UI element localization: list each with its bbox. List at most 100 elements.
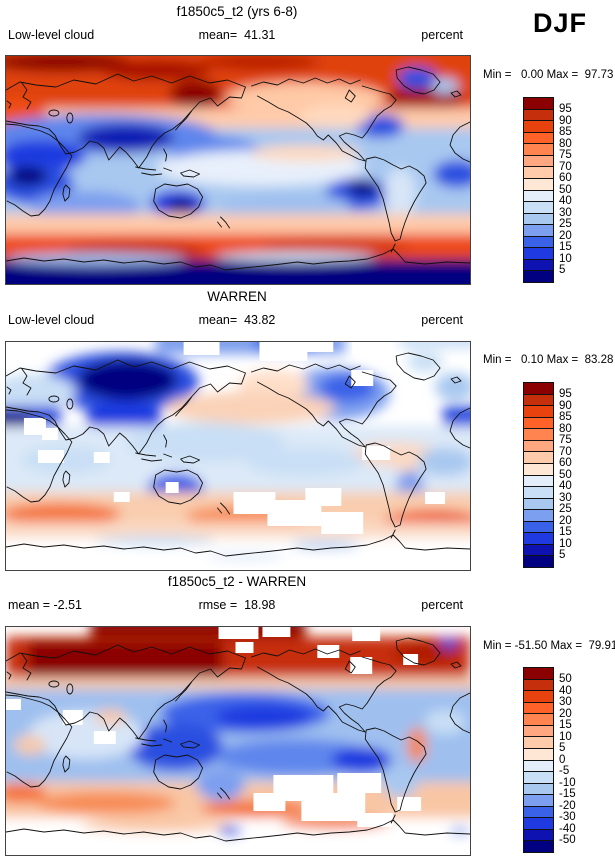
colorbar-cell: [524, 678, 553, 691]
missing-data-cells: [6, 627, 422, 827]
colorbar-tick-label: 75: [559, 149, 572, 161]
colorbar-cell: [524, 771, 553, 783]
colorbar-cell: [524, 828, 553, 841]
colorbar-tick-label: 5: [559, 264, 566, 276]
obs-map-figure: [5, 341, 471, 571]
colorbar-cell: [524, 555, 553, 567]
panel3-minmax: Min = -51.50 Max = 79.91: [483, 640, 615, 652]
colorbar-tick-label: 60: [559, 457, 572, 469]
colorbar-cell: [524, 782, 553, 795]
colorbar-tick-label: 30: [559, 491, 572, 504]
panel1-colorbar: 95 90 85 80 75 70 60 50 40 30 25 20 15 10 5: [523, 97, 572, 283]
colorbar-cell: [524, 668, 553, 679]
panel3-colorbar: 50 40 30 20 15 10 5 0 -5 -10 -15 -20 -30 -40 -50: [523, 667, 576, 853]
colorbar-cell: [524, 108, 553, 121]
colorbar-tick-label: 20: [559, 229, 572, 242]
panel1-units-label: percent: [421, 28, 463, 42]
panel3-units-label: percent: [421, 598, 463, 612]
colorbar-cell: [524, 201, 553, 213]
colorbar-tick-label: 40: [559, 195, 572, 207]
colorbar-cell: [524, 383, 553, 394]
colorbar-tick-label: 30: [559, 696, 572, 708]
colorbar-tick-label: 80: [559, 137, 572, 150]
colorbar-tick-label: 25: [559, 218, 572, 230]
colorbar-cell: [524, 393, 553, 406]
colorbar-cell: [524, 840, 553, 852]
colorbar-cell: [524, 724, 553, 737]
colorbar-cell: [524, 224, 553, 236]
panel2-units-label: percent: [421, 313, 463, 327]
colorbar-tick-label: 20: [559, 707, 572, 720]
colorbar-cell: [524, 405, 553, 417]
panel2-title: WARREN: [207, 289, 267, 304]
diff-map-figure: [5, 626, 471, 856]
colorbar-tick-label: 15: [559, 719, 572, 731]
colorbar-cell: [524, 736, 553, 748]
colorbar-tick-label: -50: [559, 834, 576, 846]
colorbar-cell: [524, 532, 553, 544]
colorbar-cell: [524, 189, 553, 202]
colorbar-cell: [524, 416, 553, 429]
colorbar-cell: [524, 462, 553, 475]
colorbar-tick-label: 40: [559, 480, 572, 492]
colorbar-tick-label: 70: [559, 160, 572, 173]
colorbar-cell: [524, 270, 553, 282]
colorbar-cell: [524, 212, 553, 225]
colorbar-cell: [524, 497, 553, 510]
colorbar-tick-label: 5: [559, 742, 566, 754]
colorbar-tick-label: 5: [559, 549, 566, 561]
colorbar-cell: [524, 177, 553, 190]
colorbar-tick-label: -15: [559, 788, 576, 800]
colorbar-cell: [524, 817, 553, 829]
panel2-colorbar: 95 90 85 80 75 70 60 50 40 30 25 20 15 10 5: [523, 382, 572, 568]
colorbar-cell: [524, 713, 553, 725]
colorbar-cell: [524, 701, 553, 714]
colorbar-cell: [524, 509, 553, 521]
colorbar-cell: [524, 794, 553, 806]
colorbar-tick-label: 10: [559, 252, 572, 265]
colorbar-tick-label: 30: [559, 206, 572, 219]
colorbar-cell: [524, 805, 553, 818]
colorbar-cell: [524, 235, 553, 248]
colorbar-cell: [524, 747, 553, 760]
colorbar-tick-label: 60: [559, 172, 572, 184]
colorbar-tick-label: 15: [559, 526, 572, 538]
colorbar-cell: [524, 690, 553, 702]
panel1-title: f1850c5_t2 (yrs 6-8): [176, 4, 298, 19]
colorbar-cell: [524, 759, 553, 772]
colorbar-cell: [524, 543, 553, 556]
panel3-mean-label: mean = -2.51: [8, 598, 83, 612]
colorbar-tick-label: 40: [559, 684, 572, 697]
colorbar-tick-label: 95: [559, 103, 572, 115]
colorbar-tick-label: -20: [559, 799, 576, 812]
colorbar-cell: [524, 428, 553, 440]
panel1-variable-label: Low-level cloud: [8, 28, 95, 42]
panel1-mean-label: mean= 41.31: [198, 28, 276, 42]
colorbar-tick-label: 70: [559, 445, 572, 458]
colorbar-tick-label: 50: [559, 468, 572, 481]
colorbar-tick-label: 25: [559, 503, 572, 515]
colorbar-tick-label: 80: [559, 422, 572, 435]
colorbar-tick-label: -5: [559, 765, 570, 777]
panel2-minmax: Min = 0.10 Max = 83.28: [483, 354, 614, 366]
panel2-variable-label: Low-level cloud: [8, 313, 95, 327]
colorbar-cell: [524, 154, 553, 167]
colorbar-cell: [524, 474, 553, 487]
panel3-title: f1850c5_t2 - WARREN: [167, 574, 307, 589]
colorbar-tick-label: 20: [559, 514, 572, 527]
panel1-minmax: Min = 0.00 Max = 97.73: [483, 69, 614, 81]
colorbar-cell: [524, 131, 553, 144]
season-label: DJF: [532, 8, 587, 38]
colorbar-tick-label: 85: [559, 411, 572, 423]
colorbar-tick-label: 50: [559, 183, 572, 196]
colorbar-tick-label: -40: [559, 822, 576, 835]
model-map-figure: [5, 55, 471, 285]
panel3-rmse-label: rmse = 18.98: [198, 598, 276, 612]
colorbar-tick-label: 15: [559, 241, 572, 253]
colorbar-cell: [524, 247, 553, 259]
colorbar-tick-label: 75: [559, 434, 572, 446]
colorbar-tick-label: 95: [559, 388, 572, 400]
panel2-mean-label: mean= 43.82: [198, 313, 276, 327]
colorbar-cell: [524, 258, 553, 271]
